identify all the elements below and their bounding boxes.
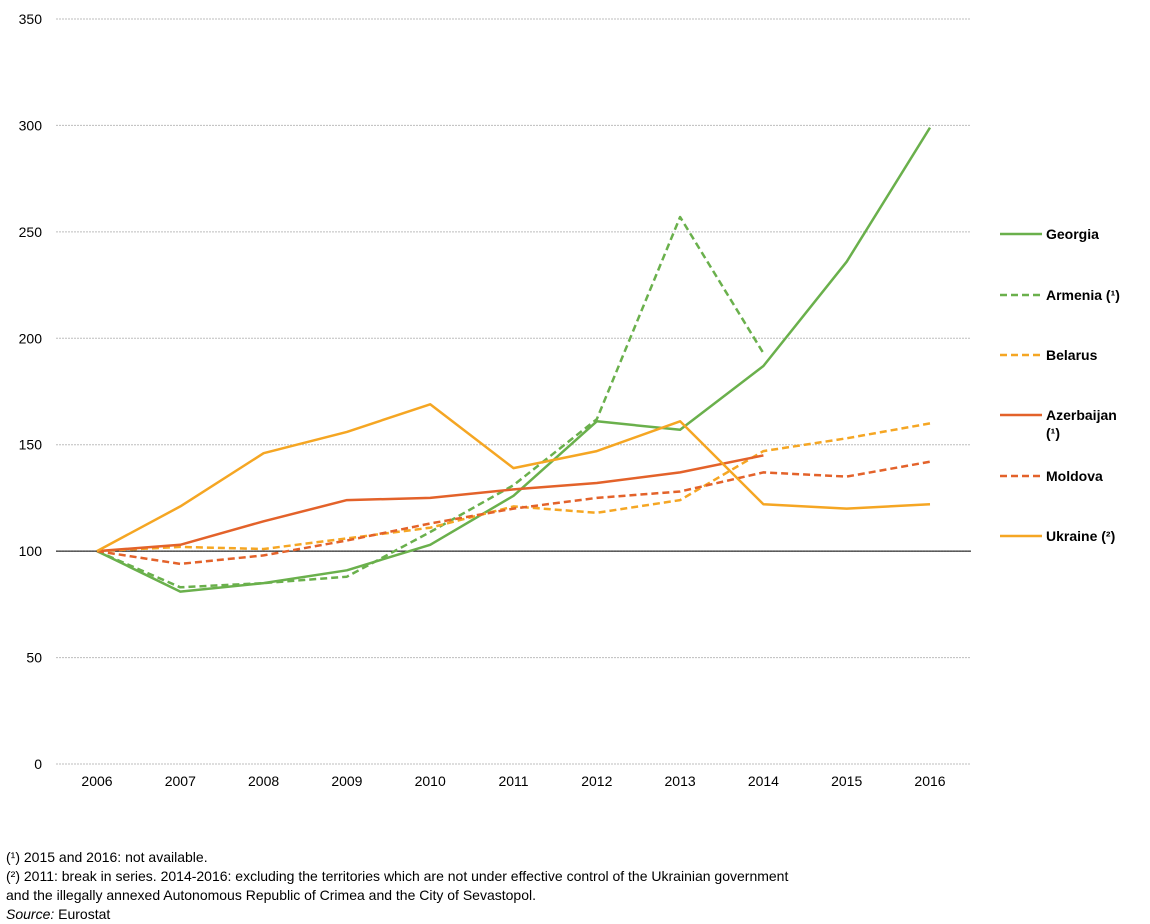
series-line-3	[96, 454, 764, 553]
y-tick-label: 350	[19, 11, 43, 27]
legend-label: Azerbaijan	[1046, 407, 1117, 423]
x-tick-label: 2013	[665, 773, 696, 789]
series-line-5	[96, 403, 931, 553]
series-line-1	[96, 215, 765, 589]
y-tick-label: 200	[19, 330, 43, 346]
y-tick-label: 150	[19, 437, 43, 453]
footnotes: (¹) 2015 and 2016: not available. (²) 20…	[6, 848, 1106, 924]
x-tick-label: 2009	[331, 773, 362, 789]
gridlines	[56, 18, 971, 765]
legend-label: Georgia	[1046, 226, 1099, 242]
x-tick-label: 2010	[415, 773, 446, 789]
source-value: Eurostat	[58, 906, 111, 922]
x-tick-label: 2014	[748, 773, 779, 789]
series-line-0	[96, 126, 932, 593]
x-tick-label: 2007	[165, 773, 196, 789]
x-tick-label: 2015	[831, 773, 862, 789]
source-label: Source:	[6, 906, 55, 922]
legend-label: Armenia (¹)	[1046, 287, 1120, 303]
x-tick-label: 2016	[914, 773, 945, 789]
footnote-2-line-1: (²) 2011: break in series. 2014-2016: ex…	[6, 868, 789, 884]
series-line-4	[96, 460, 931, 566]
legend-label: Moldova	[1046, 468, 1103, 484]
y-tick-label: 50	[26, 650, 42, 666]
legend-label-note: (¹)	[1046, 425, 1060, 441]
x-tick-label: 2011	[498, 773, 528, 789]
source-line: Source: Eurostat	[6, 905, 1106, 924]
footnote-2-line-2: and the illegally annexed Autonomous Rep…	[6, 887, 536, 903]
y-axis-ticks: 0 50 100 150 200 250 300 350	[19, 11, 43, 772]
series-line-2	[96, 422, 931, 553]
y-tick-label: 100	[19, 543, 43, 559]
legend: Georgia Armenia (¹) Belarus Azerbaijan (¹) Mo…	[1000, 226, 1120, 544]
y-tick-label: 0	[34, 756, 42, 772]
legend-label: Ukraine (²)	[1046, 528, 1115, 544]
x-axis-ticks: 2006 2007 2008 2009 2010 2011 2012 2013 2014 2015…	[81, 773, 945, 789]
x-tick-label: 2012	[581, 773, 612, 789]
x-tick-label: 2008	[248, 773, 279, 789]
x-tick-label: 2006	[81, 773, 112, 789]
footnote-1: (¹) 2015 and 2016: not available.	[6, 849, 208, 865]
y-tick-label: 300	[19, 117, 43, 133]
y-tick-label: 250	[19, 224, 43, 240]
series-lines	[96, 126, 932, 593]
legend-label: Belarus	[1046, 347, 1098, 363]
